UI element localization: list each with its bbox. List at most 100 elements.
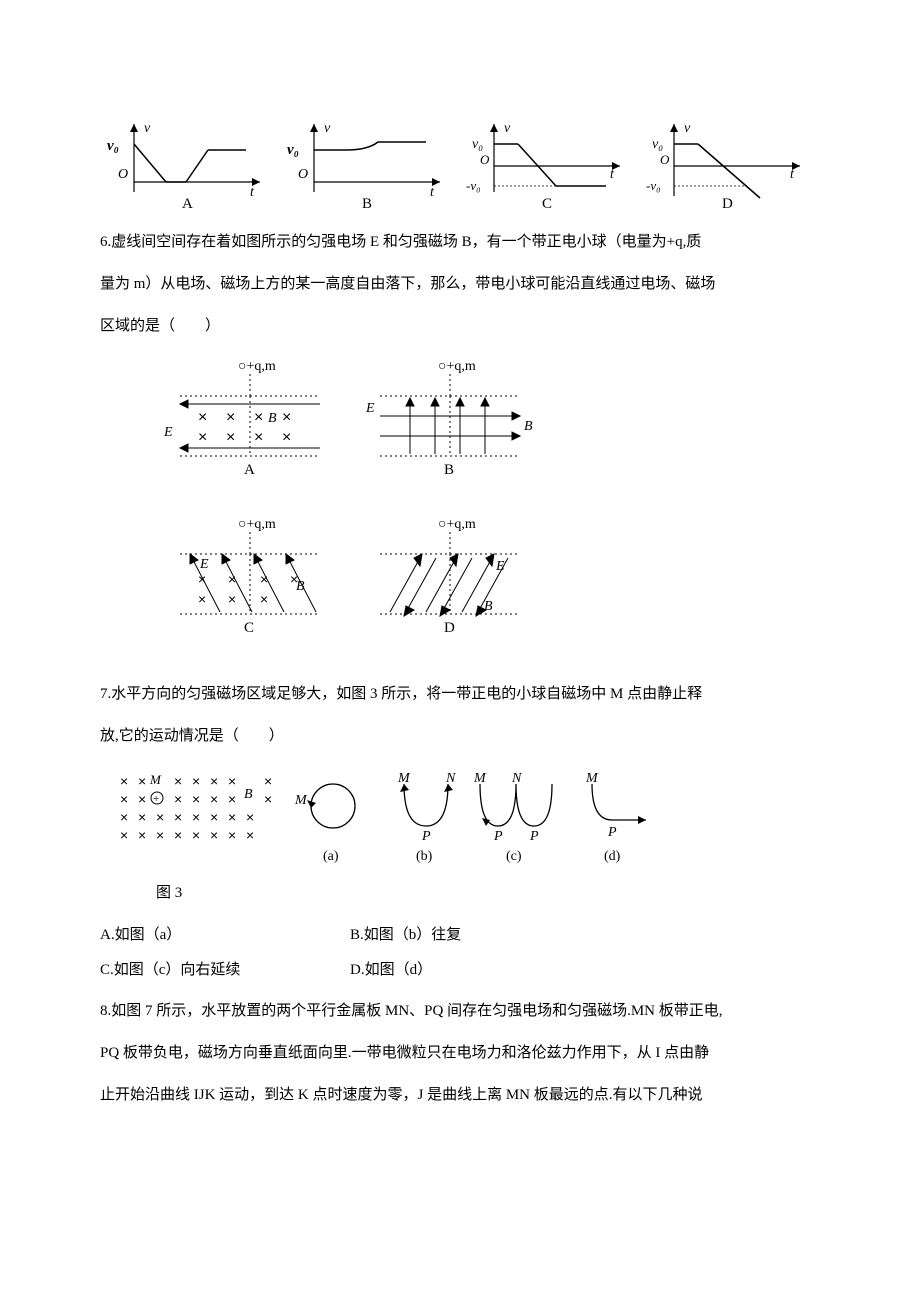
q7b-P: P	[421, 829, 431, 844]
axis-v: v	[324, 121, 331, 136]
svg-text:×: ×	[174, 809, 182, 825]
svg-text:×: ×	[282, 409, 291, 426]
svg-text:×: ×	[138, 809, 146, 825]
svg-text:×: ×	[120, 773, 128, 789]
svg-text:×: ×	[210, 791, 218, 807]
svg-text:×: ×	[156, 827, 164, 843]
svg-text:×: ×	[254, 409, 263, 426]
q6d-charge: ○+q,m	[438, 517, 476, 532]
q6c-E: E	[199, 557, 209, 572]
q6-diagrams: ○+q,m E ×××× ×××× B A ○+q,m E	[140, 356, 820, 666]
q7-svg: ××××××× ××××××× ×××××××× ×××××××× M + B …	[116, 768, 676, 868]
svg-text:×: ×	[138, 827, 146, 843]
q7a-M: M	[294, 793, 308, 808]
svg-text:×: ×	[226, 429, 235, 446]
graph-a: v v₀ O t A	[100, 120, 272, 210]
origin-label: O	[298, 167, 308, 182]
q7c-label: (c)	[506, 849, 522, 864]
q7d-M: M	[585, 771, 599, 786]
q6-svg: ○+q,m E ×××× ×××× B A ○+q,m E	[140, 356, 560, 666]
q7d-label: (d)	[604, 849, 621, 864]
q7b-label: (b)	[416, 849, 433, 864]
q8-line2: PQ 板带负电，磁场方向垂直纸面向里.一带电微粒只在电场力和洛伦兹力作用下，从 …	[100, 1035, 820, 1071]
q7-opts-row2: C.如图（c）向右延续 D.如图（d）	[100, 955, 820, 987]
svg-text:×: ×	[210, 773, 218, 789]
svg-text:×: ×	[156, 809, 164, 825]
q6a-B: B	[268, 411, 277, 426]
svg-text:×: ×	[198, 429, 207, 446]
svg-text:×: ×	[210, 809, 218, 825]
v0-label: v₀	[107, 138, 119, 154]
axis-v: v	[144, 121, 151, 136]
svg-text:×: ×	[228, 809, 236, 825]
q7c-N: N	[511, 771, 522, 786]
q6b-label: B	[444, 462, 454, 478]
svg-text:×: ×	[228, 827, 236, 843]
svg-text:×: ×	[192, 809, 200, 825]
svg-text:×: ×	[192, 773, 200, 789]
axis-v: v	[504, 121, 511, 136]
q6c-charge: ○+q,m	[238, 517, 276, 532]
q8-line1: 8.如图 7 所示，水平放置的两个平行金属板 MN、PQ 间存在匀强电场和匀强磁…	[100, 993, 820, 1029]
graph-label: C	[542, 196, 552, 210]
q7c-P2: P	[529, 829, 539, 844]
svg-text:×: ×	[174, 773, 182, 789]
q8-line3: 止开始沿曲线 IJK 运动，到达 K 点时速度为零，J 是曲线上离 MN 板最远…	[100, 1077, 820, 1113]
q6a-E: E	[163, 425, 173, 440]
q6c-B: B	[296, 579, 305, 594]
svg-text:×: ×	[260, 571, 268, 587]
svg-text:×: ×	[246, 827, 254, 843]
q7d-P: P	[607, 825, 617, 840]
svg-text:×: ×	[138, 773, 146, 789]
svg-text:×: ×	[120, 791, 128, 807]
q6b-charge: ○+q,m	[438, 359, 476, 374]
q5-graphs-row: v v₀ O t A v v₀ O t B v v₀ O -v₀ t C	[100, 120, 820, 210]
svg-text:×: ×	[226, 409, 235, 426]
axis-t: t	[610, 167, 615, 182]
q6d-label: D	[444, 620, 455, 636]
q6-line3: 区域的是（ ）	[100, 308, 820, 344]
graph-d: v v₀ O -v₀ t D	[640, 120, 812, 210]
q7c-M: M	[473, 771, 487, 786]
axis-t: t	[250, 185, 255, 200]
q7-line1: 7.水平方向的匀强磁场区域足够大，如图 3 所示，将一带正电的小球自磁场中 M …	[100, 676, 820, 712]
q6d-B: B	[484, 599, 493, 614]
svg-text:×: ×	[120, 809, 128, 825]
axis-v: v	[684, 121, 691, 136]
q7-opts-row1: A.如图（a） B.如图（b）往复	[100, 920, 820, 952]
q6b-E: E	[365, 401, 375, 416]
svg-text:×: ×	[198, 409, 207, 426]
q7c-P1: P	[493, 829, 503, 844]
graph-label: B	[362, 196, 372, 210]
q6a-charge: ○+q,m	[238, 359, 276, 374]
q7-opt-a: A.如图（a）	[100, 920, 350, 952]
q6b-B: B	[524, 419, 533, 434]
neg-v0-label: -v₀	[466, 178, 481, 193]
svg-text:+: +	[153, 793, 159, 805]
q7-caption: 图 3	[156, 878, 820, 910]
svg-text:×: ×	[174, 791, 182, 807]
svg-text:×: ×	[174, 827, 182, 843]
v0-label: v₀	[472, 137, 483, 152]
svg-text:×: ×	[228, 591, 236, 607]
axis-t: t	[430, 185, 435, 200]
svg-text:×: ×	[264, 773, 272, 789]
svg-text:×: ×	[210, 827, 218, 843]
axis-t: t	[790, 167, 795, 182]
svg-text:×: ×	[120, 827, 128, 843]
q7b-N: N	[445, 771, 456, 786]
svg-text:×: ×	[246, 809, 254, 825]
svg-text:×: ×	[192, 791, 200, 807]
q7a-label: (a)	[323, 849, 339, 864]
svg-text:×: ×	[138, 791, 146, 807]
graph-c: v v₀ O -v₀ t C	[460, 120, 632, 210]
q7-opt-c: C.如图（c）向右延续	[100, 955, 350, 987]
q7-opt-d: D.如图（d）	[350, 955, 600, 987]
graph-label: D	[722, 196, 733, 210]
q6-line2: 量为 m）从电场、磁场上方的某一高度自由落下，那么，带电小球可能沿直线通过电场、…	[100, 266, 820, 302]
q7-M-grid: M	[149, 772, 162, 787]
q6c-label: C	[244, 620, 254, 636]
q7-diagrams: ××××××× ××××××× ×××××××× ×××××××× M + B …	[116, 768, 820, 868]
neg-v0-label: -v₀	[646, 178, 661, 193]
q6d-E: E	[495, 559, 505, 574]
